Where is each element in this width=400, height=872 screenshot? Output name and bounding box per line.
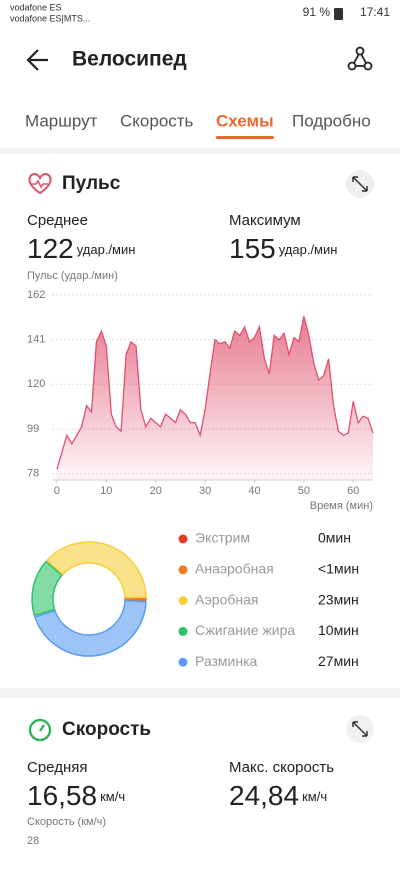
tab[interactable]: Скорость [120,111,194,130]
battery: 91 % [303,5,331,19]
stat-value: 24,84 км/ч [229,780,327,811]
tab[interactable]: Схемы [216,111,274,130]
stat-label: Средняя [27,759,87,776]
legend-value: <1мин [318,561,359,577]
stat-value: 16,58 км/ч [27,780,125,811]
stat-value: 155 удар./мин [229,233,337,264]
heart-icon [28,172,52,195]
speed-icon [39,724,45,732]
legend-dot [178,534,188,544]
x-tick-label: 0 [54,485,60,497]
stat-value: 122 удар./мин [27,233,135,264]
carrier: vodafone ES|MTS... [10,13,90,23]
battery-icon [334,8,343,20]
legend-dot [178,596,188,606]
legend-name: Разминка [195,653,258,669]
donut-segment [46,541,147,599]
legend-dot [178,565,188,575]
route-button[interactable] [347,46,373,71]
legend-value: 23мин [318,591,359,607]
stat-unit: удар./мин [279,242,338,257]
x-tick-label: 50 [298,485,310,497]
axis-title: Скорость (км/ч) [27,816,106,828]
legend-name: Экстрим [195,530,250,546]
stat-value: 24,84 [229,780,299,811]
legend-value: 27мин [318,653,359,669]
carrier: vodafone ES [10,2,62,12]
x-tick-label: 40 [248,485,260,497]
divider [0,148,400,154]
stat-value: 155 [229,233,276,264]
stat-value: 16,58 [27,780,97,811]
expand-icon [352,721,368,737]
stat-label: Среднее [27,212,88,229]
tab[interactable]: Маршрут [25,111,98,130]
donut-segment [31,560,63,617]
legend-name: Аэробная [195,591,258,607]
legend-dot [178,626,188,636]
axis-title: Пульс (удар./мин) [27,270,118,282]
donut-segment [124,597,147,601]
y-tick-label: 120 [27,378,45,390]
stat-label: Макс. скорость [229,759,334,776]
donut-segment [33,599,147,657]
y-tick-label: 99 [27,423,39,435]
area [56,316,374,480]
section-title: Пульс [62,173,121,194]
legend-value: 0мин [318,530,351,546]
heart-icon [31,179,48,189]
x-tick-label: 60 [347,485,359,497]
tick-label: 28 [27,835,39,847]
legend-dot [178,657,188,667]
clock: 17:41 [360,5,390,19]
divider [0,688,400,698]
legend-name: Сжигание жира [195,622,295,638]
stat-unit: удар./мин [77,242,136,257]
axis-title: Время (мин) [310,500,373,512]
tab[interactable]: Подробно [292,111,371,130]
speed-icon [28,718,52,742]
legend-value: 10мин [318,622,359,638]
page-title: Велосипед [72,48,187,71]
expand-icon [352,176,368,192]
stat-unit: км/ч [302,789,327,804]
x-tick-label: 10 [100,485,112,497]
y-tick-label: 78 [27,468,39,480]
tab-indicator [216,136,274,139]
y-tick-label: 162 [27,289,45,301]
legend-name: Анаэробная [195,561,274,577]
stat-value: 122 [27,233,74,264]
section-title: Скорость [62,719,151,740]
x-tick-label: 30 [199,485,211,497]
stat-unit: км/ч [100,789,125,804]
stat-label: Максимум [229,212,301,229]
line [56,316,374,470]
y-tick-label: 141 [27,334,45,346]
x-tick-label: 20 [150,485,162,497]
back-button[interactable] [26,49,48,71]
